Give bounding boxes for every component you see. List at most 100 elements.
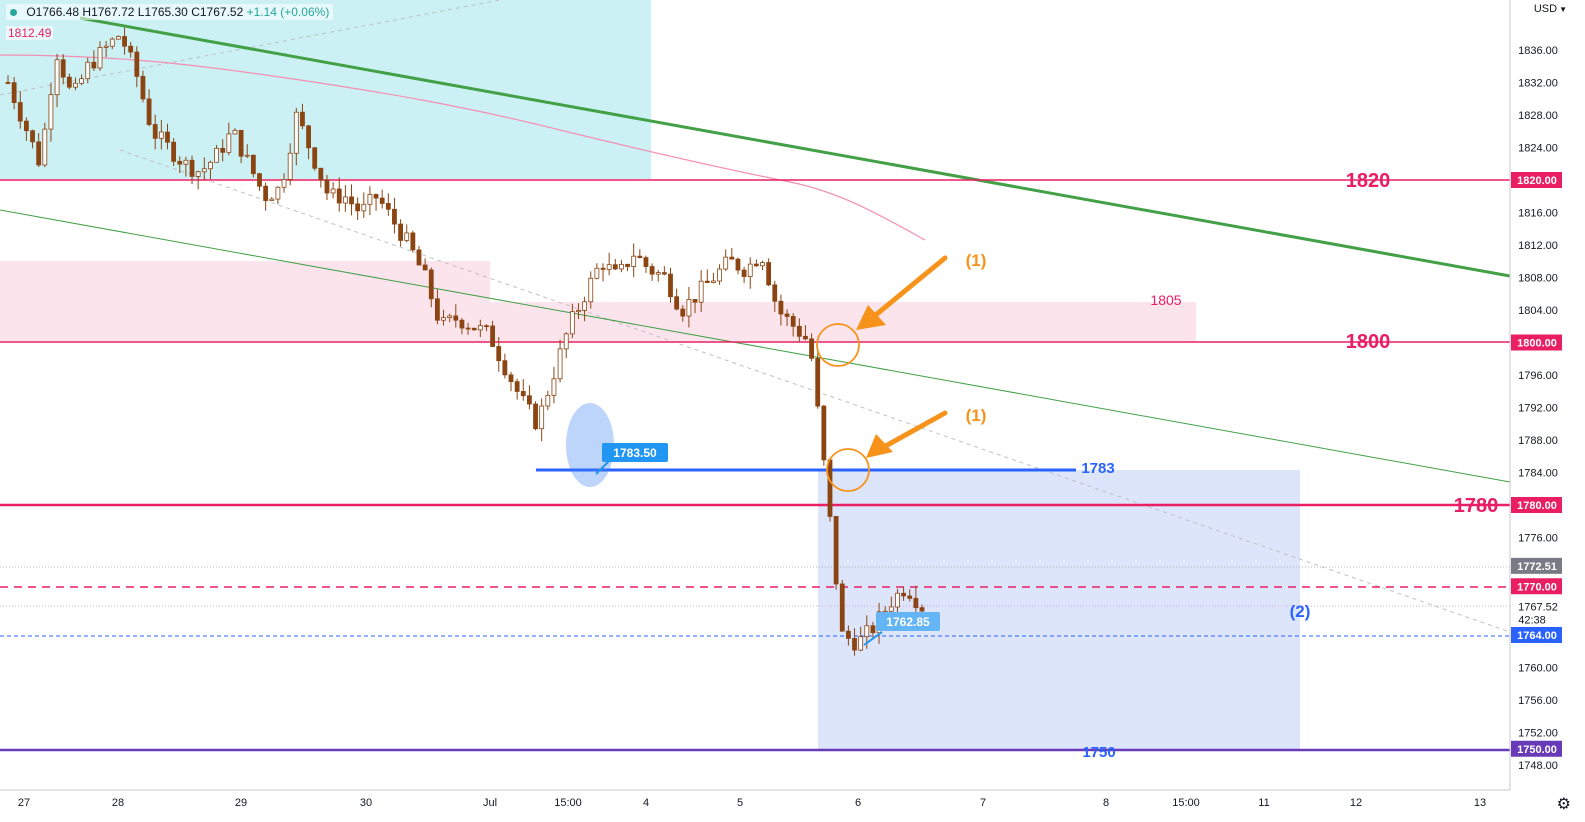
dashed-trend xyxy=(119,149,1511,633)
time-tick-label: 12 xyxy=(1350,797,1362,809)
candle-body xyxy=(809,338,814,359)
candle-body xyxy=(465,327,471,330)
candle-body xyxy=(594,267,600,279)
label-1750: 1750 xyxy=(1082,744,1115,761)
price-tick-label: 1824.00 xyxy=(1518,143,1558,155)
time-tick-label: 27 xyxy=(18,797,30,809)
candle-body xyxy=(471,327,477,331)
candle-body xyxy=(447,315,453,319)
time-tick-label: 13 xyxy=(1474,797,1486,809)
price-tick: 1820.00 xyxy=(1511,172,1562,188)
candle-body xyxy=(919,607,925,612)
price-tick-label: 1820.00 xyxy=(1517,175,1557,187)
price-tick: 1748.00 xyxy=(1518,760,1558,772)
time-tick-label: 6 xyxy=(855,797,861,809)
low-highlight-ellipse xyxy=(566,403,614,487)
candle-body xyxy=(189,159,195,177)
candle-body xyxy=(845,630,851,639)
price-tick-label: 1788.00 xyxy=(1518,435,1558,447)
candle-body xyxy=(48,94,54,130)
annotation-1-upper: (1) xyxy=(966,251,987,270)
currency-label: USD xyxy=(1533,3,1558,15)
candle-body xyxy=(250,154,256,175)
price-tick-label: 1748.00 xyxy=(1518,760,1558,772)
candle-body xyxy=(539,405,545,430)
pink-zone-1805 xyxy=(490,302,1196,341)
label-1805: 1805 xyxy=(1150,292,1181,308)
candle-body xyxy=(895,592,900,608)
candle-body xyxy=(404,232,410,241)
price-tick: 1828.00 xyxy=(1518,110,1558,122)
break-circle-1783 xyxy=(826,448,870,492)
candle-body xyxy=(214,147,219,163)
time-axis[interactable]: 27 28 29 30 Jul 15:00 4 5 6 7 8 15:00 11 12 13 xyxy=(18,797,1486,809)
candle-body xyxy=(913,597,919,609)
annotation-1-lower: (1) xyxy=(966,406,987,425)
candle-body xyxy=(183,159,189,165)
candle-body xyxy=(649,266,655,275)
candle-body xyxy=(318,167,324,181)
price-tick-label: 1770.00 xyxy=(1517,581,1557,593)
candle-body xyxy=(263,185,269,201)
candle-body xyxy=(73,82,78,88)
candle-body xyxy=(772,284,778,302)
candle-body xyxy=(741,269,747,277)
candle-body xyxy=(484,325,489,328)
candle-body xyxy=(232,129,238,135)
candle-body xyxy=(453,315,459,321)
price-tick: 1772.51 xyxy=(1511,557,1562,574)
candle-body xyxy=(870,625,876,634)
trendline-lower xyxy=(0,209,1511,483)
currency-selector[interactable]: USD ▼ xyxy=(1534,3,1567,15)
candle-body xyxy=(778,300,784,315)
price-tick-label: 1832.00 xyxy=(1518,78,1558,90)
candle-body xyxy=(152,124,158,139)
candle-body xyxy=(557,348,563,380)
price-tick: 1792.00 xyxy=(1518,403,1558,415)
price-tick: 1804.00 xyxy=(1518,305,1558,317)
price-tick: 1836.00 xyxy=(1518,45,1558,57)
candle-body xyxy=(312,147,318,169)
settings-gear-icon[interactable]: ⚙ xyxy=(1556,796,1571,813)
price-tick-label: 1800.00 xyxy=(1517,338,1557,350)
candle-body xyxy=(563,333,569,350)
ma-value: 1812.49 xyxy=(6,26,54,40)
arrow-1-upper xyxy=(856,255,948,330)
candle-body xyxy=(747,263,753,277)
candle-body xyxy=(336,188,342,204)
candle-body xyxy=(852,637,857,651)
candle-body xyxy=(441,317,446,321)
candle-body xyxy=(833,516,839,585)
candle-body xyxy=(729,256,735,260)
candle-body xyxy=(545,394,551,407)
candle-body xyxy=(717,268,722,282)
countdown-label: 42:38 xyxy=(1518,614,1546,626)
ohlc-close: C1767.52 xyxy=(191,5,244,19)
candle-body xyxy=(821,405,827,461)
candle-body xyxy=(496,346,502,362)
candle-body xyxy=(324,179,330,194)
price-tick: 1796.00 xyxy=(1518,370,1558,382)
candle-body xyxy=(839,583,845,632)
candle-body xyxy=(569,311,575,335)
price-axis[interactable]: 1836.00 1832.00 1828.00 1824.00 1820.00 1816.… xyxy=(1511,45,1562,772)
candle-body xyxy=(901,592,906,597)
candle-body xyxy=(398,223,403,241)
candle-body xyxy=(508,374,514,383)
candle-body xyxy=(655,272,661,275)
cyan-zone xyxy=(0,0,651,179)
price-tick-label: 1828.00 xyxy=(1518,110,1558,122)
candle-body xyxy=(306,125,311,149)
price-tick-label: 1772.51 xyxy=(1517,561,1557,573)
candle-body xyxy=(428,269,434,300)
time-tick-label: 29 xyxy=(235,797,247,809)
candle-body xyxy=(109,38,115,47)
time-tick-label: 4 xyxy=(643,797,649,809)
candle-body xyxy=(600,267,606,270)
price-tick: 1752.00 xyxy=(1518,728,1558,740)
candle-body xyxy=(637,255,643,259)
candle-body xyxy=(257,173,262,187)
candle-body xyxy=(330,188,336,194)
